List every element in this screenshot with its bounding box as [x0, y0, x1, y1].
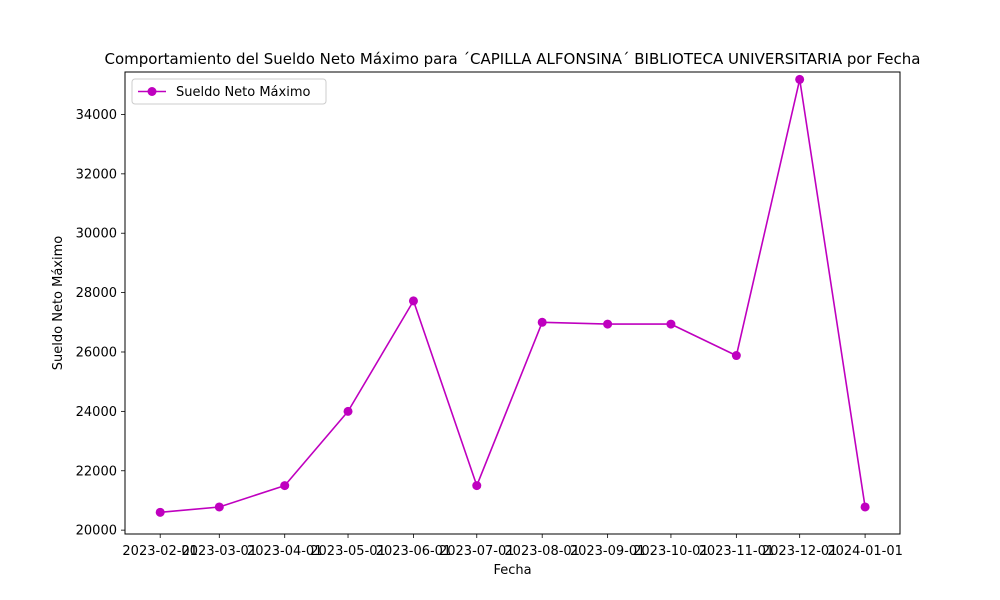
legend-label: Sueldo Neto Máximo	[176, 85, 310, 100]
data-point	[666, 319, 676, 329]
legend-box	[131, 78, 327, 105]
data-point	[537, 317, 547, 327]
x-tick-label: 2023-04-01	[247, 544, 323, 559]
data-point	[214, 502, 224, 512]
series-sueldo-neto-maximo	[155, 74, 870, 517]
data-point	[343, 406, 353, 416]
y-tick-label: 20000	[76, 524, 117, 539]
x-tick-label: 2023-02-01	[122, 544, 198, 559]
data-point	[795, 74, 805, 84]
data-point	[155, 507, 165, 517]
legend: Sueldo Neto Máximo	[131, 78, 327, 105]
x-tick-label: 2023-05-01	[310, 544, 386, 559]
x-tick-label: 2023-11-01	[699, 544, 775, 559]
x-tick-label: 2023-09-01	[570, 544, 646, 559]
y-tick-label: 32000	[76, 167, 117, 182]
series-line	[160, 78, 866, 514]
x-tick-label: 2023-07-01	[439, 544, 515, 559]
data-point	[280, 481, 290, 491]
legend-marker-swatch	[147, 87, 157, 96]
x-axis-label: Fecha	[493, 563, 531, 578]
x-tick-label: 2023-06-01	[376, 544, 452, 559]
data-point	[472, 481, 482, 491]
y-tick-label: 28000	[76, 286, 117, 301]
x-tick-label: 2023-12-01	[762, 544, 838, 559]
y-tick-label: 34000	[76, 108, 117, 123]
x-tick-label: 2023-03-01	[182, 544, 258, 559]
y-axis-label: Sueldo Neto Máximo	[51, 236, 66, 370]
x-tick-label: 2023-08-01	[504, 544, 580, 559]
data-point	[860, 502, 870, 512]
data-point	[731, 351, 741, 361]
x-axis: 2023-02-012023-03-012023-04-012023-05-01…	[122, 534, 903, 559]
x-tick-label: 2024-01-01	[827, 544, 903, 559]
y-axis: 20000 22000 24000 26000 28000 30000 32000 34000	[76, 108, 125, 539]
x-tick-label: 2023-10-01	[633, 544, 709, 559]
plot-area	[124, 71, 901, 535]
y-tick-label: 22000	[76, 464, 117, 479]
y-tick-label: 30000	[76, 227, 117, 242]
y-tick-label: 24000	[76, 405, 117, 420]
data-point	[603, 319, 613, 329]
chart-title: Comportamiento del Sueldo Neto Máximo pa…	[105, 50, 921, 68]
y-tick-label: 26000	[76, 345, 117, 360]
data-point	[408, 296, 418, 306]
